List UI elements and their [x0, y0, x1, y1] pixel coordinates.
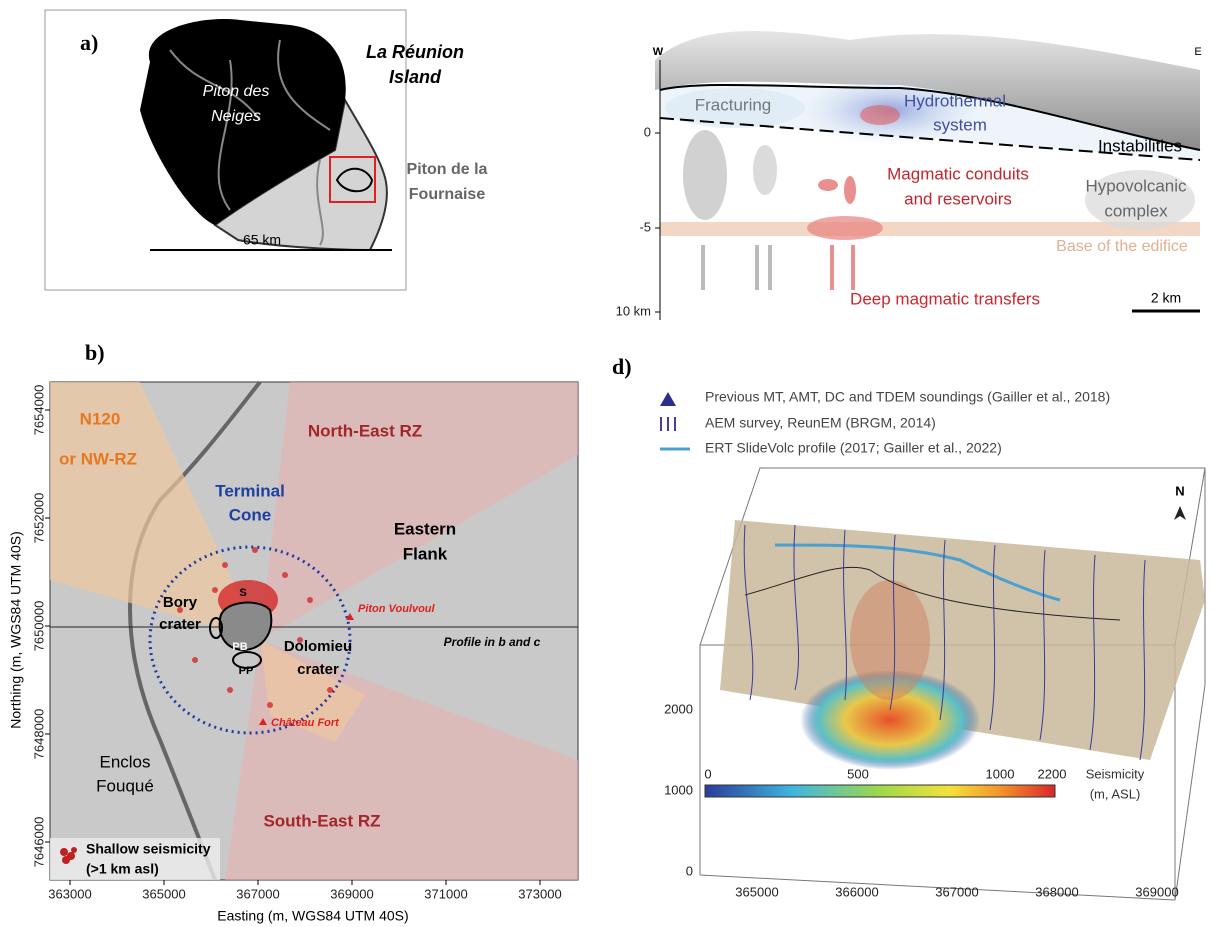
label: Profile in b and c: [444, 635, 541, 649]
label: Fracturing: [695, 95, 772, 114]
label: (m, ASL): [1090, 786, 1141, 801]
label: Seismicity: [1086, 766, 1145, 781]
label: Enclos: [99, 752, 150, 771]
label: crater: [297, 661, 339, 678]
label: North-East RZ: [308, 421, 422, 440]
label: Château Fort: [271, 717, 340, 729]
label: Flank: [403, 544, 448, 563]
axis-title: Easting (m, WGS84 UTM 40S): [217, 908, 408, 924]
transfers: [832, 245, 853, 290]
label: Instabilities: [1098, 136, 1182, 155]
tick-label: 0: [704, 766, 711, 781]
label: Fouqué: [96, 776, 154, 795]
label: complex: [1104, 201, 1168, 220]
label: E: [1194, 46, 1201, 58]
label: Piton Voulvoul: [358, 603, 436, 615]
tick-label: 7648000: [31, 709, 46, 760]
tick-label: 10 km: [616, 303, 651, 318]
tick-label: -5: [639, 219, 651, 234]
tick-label: 365000: [735, 884, 778, 899]
north-arrow: [1174, 506, 1186, 520]
tick-label: 2000: [664, 701, 693, 716]
label: Fournaise: [409, 186, 486, 203]
label: Piton des: [203, 83, 270, 100]
figure: a) 65 km La Réunion Island Piton des Nei…: [0, 0, 1214, 927]
scale-label: 65 km: [243, 232, 281, 248]
label: system: [933, 115, 987, 134]
reservoir: [844, 176, 856, 204]
tick-label: 368000: [1035, 884, 1078, 899]
tick-label: 7652000: [31, 493, 46, 544]
tick-label: 0: [686, 863, 693, 878]
legend-symbol: [661, 417, 675, 431]
label: or NW-RZ: [59, 449, 137, 468]
tick-label: 2200: [1038, 766, 1067, 781]
tick-label: 1000: [986, 766, 1015, 781]
panel-a: a) 65 km La Réunion Island Piton des Nei…: [45, 10, 488, 290]
tick-label: 373000: [518, 886, 561, 901]
transfers: [703, 245, 770, 290]
legend-label: ERT SlideVolc profile (2017; Gailler et …: [705, 440, 1002, 456]
legend-label: AEM survey, ReunEM (BRGM, 2014): [705, 415, 936, 431]
legend-symbol: [660, 392, 676, 406]
reservoir: [818, 179, 838, 191]
tick-label: 369000: [330, 886, 373, 901]
seismicity-cloud: [850, 580, 930, 700]
label: Deep magmatic transfers: [850, 289, 1040, 308]
depth-ticks: 0 -5 10 km: [616, 124, 660, 318]
label: Cone: [229, 505, 272, 524]
tick-label: 367000: [935, 884, 978, 899]
page: {"panel_a": {"label": "a)", "island": ["…: [0, 0, 1214, 927]
label: Piton de la: [407, 161, 488, 178]
label: W: [653, 46, 664, 58]
tick-label: 0: [644, 124, 651, 139]
label: N: [1175, 483, 1184, 498]
tick-label: 371000: [424, 886, 467, 901]
label: Hydrothermal: [904, 91, 1006, 110]
colorbar: [705, 785, 1055, 797]
label: Magmatic conduits: [887, 164, 1029, 183]
label: PP: [239, 665, 254, 677]
label: and reservoirs: [904, 189, 1012, 208]
tick-label: 366000: [835, 884, 878, 899]
label: Hypovolcanic: [1085, 176, 1187, 195]
label: Eastern: [394, 519, 456, 538]
panel-b: b) N120 or NW-RZ North-East RZ Terminal …: [8, 340, 578, 924]
tick-label: 363000: [48, 886, 91, 901]
legend-label: (>1 km asl): [86, 861, 159, 877]
panel-label: b): [85, 340, 105, 365]
label: La Réunion: [366, 42, 464, 62]
legend-label: Shallow seismicity: [86, 841, 211, 857]
panel-d: d) Previous MT, AMT, DC and TDEM soundin…: [612, 354, 1205, 900]
label: Dolomieu: [284, 638, 352, 655]
tick-label: 369000: [1135, 884, 1178, 899]
label: Bory: [163, 594, 198, 611]
label: S: [239, 587, 246, 599]
label: Terminal: [215, 481, 285, 500]
reservoir: [807, 216, 883, 240]
axis-title: Northing (m, WGS84 UTM 40S): [8, 531, 24, 729]
hypovolcanic: [753, 145, 777, 195]
panel-label: d): [612, 354, 632, 379]
scale-label: 2 km: [1151, 290, 1181, 306]
label: Neiges: [211, 108, 261, 125]
label: PB: [232, 641, 247, 653]
tick-label: 367000: [236, 886, 279, 901]
label: crater: [159, 616, 201, 633]
label: South-East RZ: [263, 811, 380, 830]
label: Island: [389, 67, 442, 87]
tick-label: 7650000: [31, 601, 46, 652]
panel-label: a): [80, 30, 98, 55]
tick-label: 7646000: [31, 817, 46, 868]
tick-label: 1000: [664, 782, 693, 797]
legend-label: Previous MT, AMT, DC and TDEM soundings …: [705, 389, 1110, 405]
panel-c: W E Fracturing Hydrothermal system Insta…: [616, 31, 1202, 320]
tick-label: 7654000: [31, 385, 46, 436]
tick-label: 500: [847, 766, 869, 781]
tick-label: 365000: [142, 886, 185, 901]
label: Base of the edifice: [1056, 238, 1188, 255]
label: N120: [80, 409, 121, 428]
hypovolcanic: [683, 130, 727, 220]
reservoir: [860, 105, 900, 125]
